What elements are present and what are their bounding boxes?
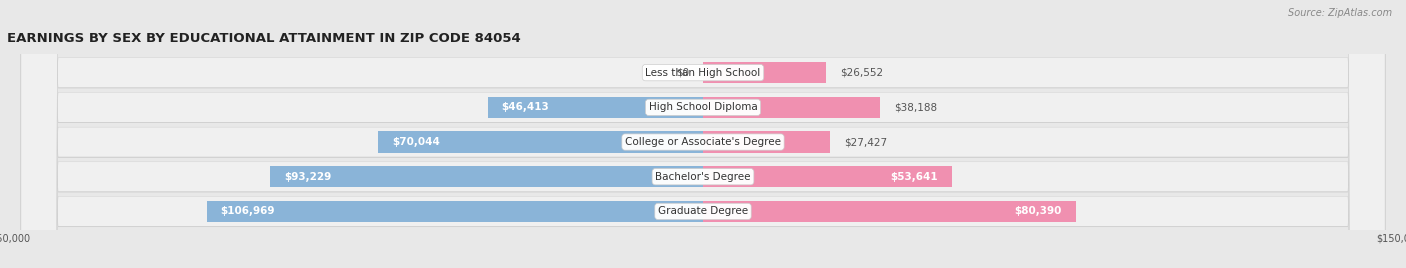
Text: Bachelor's Degree: Bachelor's Degree — [655, 172, 751, 182]
FancyBboxPatch shape — [21, 0, 1385, 268]
Text: High School Diploma: High School Diploma — [648, 102, 758, 112]
FancyBboxPatch shape — [21, 0, 1385, 268]
FancyBboxPatch shape — [21, 0, 1385, 268]
Text: $46,413: $46,413 — [502, 102, 550, 112]
Bar — [703, 201, 1076, 222]
Text: $106,969: $106,969 — [221, 206, 276, 216]
Text: Source: ZipAtlas.com: Source: ZipAtlas.com — [1288, 8, 1392, 18]
Text: $26,552: $26,552 — [841, 68, 883, 78]
Bar — [703, 131, 831, 153]
Bar — [703, 166, 952, 188]
Text: $53,641: $53,641 — [890, 172, 938, 182]
Text: Less than High School: Less than High School — [645, 68, 761, 78]
Bar — [703, 96, 880, 118]
Text: Graduate Degree: Graduate Degree — [658, 206, 748, 216]
FancyBboxPatch shape — [21, 0, 1385, 268]
Text: $70,044: $70,044 — [392, 137, 440, 147]
Text: $0: $0 — [676, 68, 689, 78]
Text: $93,229: $93,229 — [284, 172, 332, 182]
Text: $38,188: $38,188 — [894, 102, 938, 112]
Bar — [270, 166, 703, 188]
FancyBboxPatch shape — [21, 0, 1385, 268]
FancyBboxPatch shape — [21, 0, 1385, 268]
Bar — [488, 96, 703, 118]
FancyBboxPatch shape — [21, 0, 1385, 268]
Bar — [378, 131, 703, 153]
Text: EARNINGS BY SEX BY EDUCATIONAL ATTAINMENT IN ZIP CODE 84054: EARNINGS BY SEX BY EDUCATIONAL ATTAINMEN… — [7, 32, 520, 46]
Text: $27,427: $27,427 — [844, 137, 887, 147]
Bar — [703, 62, 827, 83]
Text: $80,390: $80,390 — [1015, 206, 1062, 216]
FancyBboxPatch shape — [21, 0, 1385, 268]
Bar — [207, 201, 703, 222]
FancyBboxPatch shape — [21, 0, 1385, 268]
Text: College or Associate's Degree: College or Associate's Degree — [626, 137, 780, 147]
FancyBboxPatch shape — [21, 0, 1385, 268]
